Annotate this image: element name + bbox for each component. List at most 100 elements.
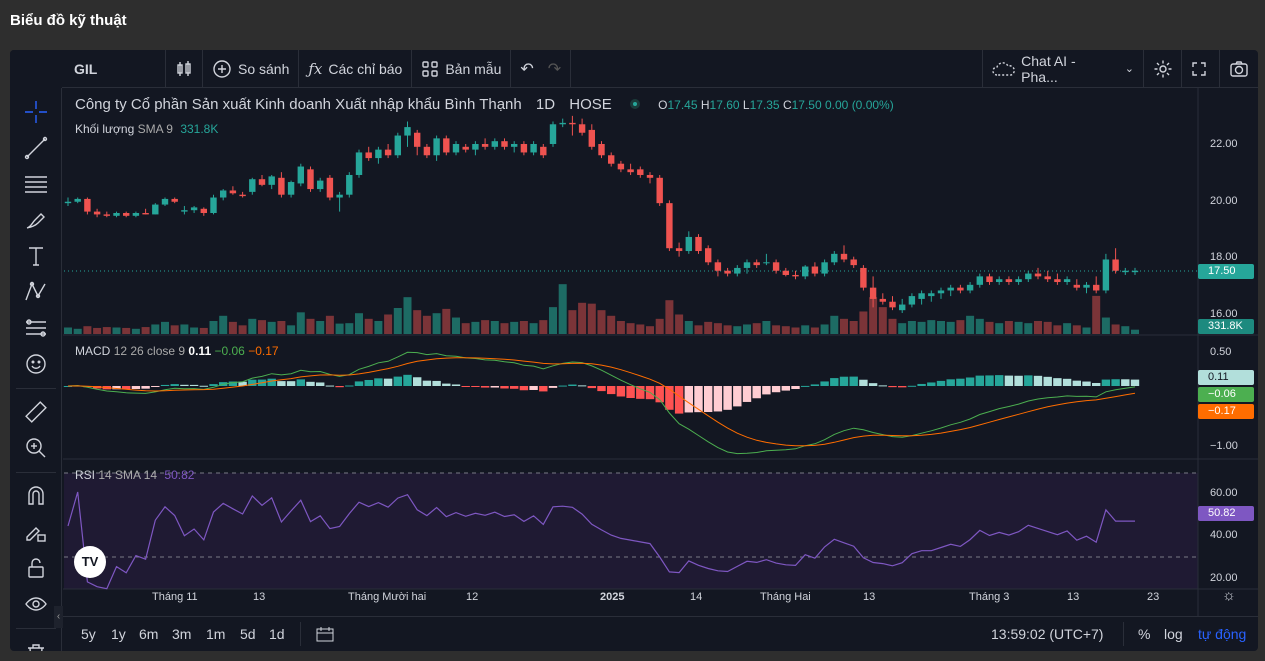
candle-body — [666, 203, 673, 249]
pencil-lock-icon — [26, 527, 46, 542]
range-3m[interactable]: 3m — [172, 626, 192, 642]
redo-icon[interactable]: ↷ — [547, 60, 562, 78]
chart-canvas[interactable] — [10, 50, 1258, 651]
candle-body — [957, 287, 964, 291]
tradingview-logo[interactable]: TV — [74, 546, 106, 578]
candle-body — [869, 287, 877, 299]
candle-body — [287, 182, 295, 195]
macd-hist-bar — [189, 384, 199, 386]
volume-bar — [102, 327, 111, 334]
emoji-tool[interactable] — [24, 352, 48, 376]
volume-bar — [985, 321, 994, 334]
range-5y[interactable]: 5y — [81, 626, 96, 642]
measure-tool[interactable] — [24, 400, 48, 424]
auto-scale-toggle[interactable]: tự động — [1198, 626, 1247, 642]
volume-bar — [937, 321, 945, 334]
drawing-toolbar: ‹ — [10, 88, 63, 651]
macd-hist-bar — [742, 386, 752, 402]
macd-line — [67, 351, 1136, 455]
volume-bar — [287, 325, 296, 334]
macd-hist-bar — [432, 380, 441, 386]
indicators-button[interactable]: ƒx Các chỉ báo — [299, 50, 413, 88]
undo-icon[interactable]: ↶ — [520, 60, 534, 78]
macd-hist-bar — [607, 386, 616, 395]
range-1y[interactable]: 1y — [111, 626, 126, 642]
delete-tool[interactable] — [24, 642, 48, 651]
macd-hist-bar — [1111, 379, 1120, 386]
range-5d[interactable]: 5d — [240, 626, 256, 642]
volume-bar — [704, 321, 713, 334]
visibility-tool[interactable] — [24, 592, 48, 616]
brush-tool[interactable] — [24, 208, 48, 232]
candle-body — [840, 253, 848, 260]
macd-hist-bar — [539, 386, 548, 392]
rsi-line — [67, 491, 1135, 590]
candle-body — [220, 190, 227, 198]
magnet-tool[interactable] — [24, 484, 48, 508]
range-6m[interactable]: 6m — [139, 626, 159, 642]
candle-body — [132, 213, 140, 216]
range-1d[interactable]: 1d — [269, 626, 285, 642]
chart-type-button[interactable] — [166, 50, 203, 88]
fib-tool[interactable] — [24, 172, 48, 196]
sun-settings-icon[interactable]: ☼ — [1222, 587, 1236, 604]
symbol-search[interactable]: GIL — [10, 50, 166, 88]
chat-ai-label: Chat AI - Pha... — [1021, 52, 1076, 85]
screenshot-button[interactable] — [1220, 50, 1258, 88]
range-1m[interactable]: 1m — [206, 626, 226, 642]
lock-drawing-tool[interactable] — [24, 520, 48, 544]
candle-body — [355, 152, 363, 175]
volume-bar — [878, 307, 887, 334]
smile-icon — [26, 354, 46, 374]
volume-bar — [995, 323, 1004, 334]
calendar-range-icon[interactable] — [316, 626, 334, 642]
macd-hist-bar — [529, 386, 538, 390]
tool-divider — [16, 472, 56, 473]
signal-tag: −0.17 — [1198, 404, 1254, 419]
macd-hist-bar — [413, 377, 422, 386]
zoom-tool[interactable] — [24, 436, 48, 460]
macd-hist-bar — [674, 386, 684, 414]
fib-lines-icon — [25, 176, 47, 193]
compare-button[interactable]: So sánh — [203, 50, 300, 88]
macd-hist-bar — [209, 384, 218, 386]
log-toggle[interactable]: log — [1164, 626, 1183, 642]
candle-body — [530, 144, 537, 153]
candle-body — [578, 124, 586, 133]
chat-ai-button[interactable]: Chat AI - Pha... ⌄ — [982, 50, 1144, 88]
volume-bar — [170, 325, 179, 334]
volume-bar — [568, 310, 577, 334]
text-tool[interactable] — [24, 244, 48, 268]
lock-tool[interactable] — [24, 556, 48, 580]
clock-timezone[interactable]: 13:59:02 (UTC+7) — [991, 626, 1104, 642]
hist-tag: 0.11 — [1198, 370, 1254, 385]
grid-icon — [422, 60, 439, 77]
fullscreen-button[interactable] — [1182, 50, 1220, 88]
volume-bar — [607, 315, 616, 334]
percent-toggle[interactable]: % — [1138, 626, 1151, 642]
candle-body — [889, 301, 896, 308]
macd-hist-bar — [345, 385, 354, 387]
settings-button[interactable] — [1144, 50, 1182, 88]
macd-hist-bar — [810, 384, 820, 386]
ohlc-values: O17.45 H17.60 L17.35 C17.50 0.00 (0.00%) — [658, 98, 894, 112]
interval-label[interactable]: 1D — [535, 96, 556, 113]
candle-body — [229, 190, 237, 194]
templates-button[interactable]: Bản mẫu — [412, 50, 512, 88]
collapse-toolbar-icon[interactable]: ‹ — [54, 606, 63, 628]
macd-hist-bar — [946, 379, 955, 386]
main-legend: Công ty Cổ phần Sản xuất Kinh doanh Xuất… — [75, 96, 894, 113]
macd-hist-bar — [1033, 375, 1043, 386]
volume-bar — [1092, 295, 1101, 334]
rsi-tag: 50.82 — [1198, 506, 1254, 521]
pattern-icon — [25, 281, 46, 301]
volume-bar — [801, 325, 810, 334]
macd-hist-bar — [898, 386, 907, 388]
candle-body — [1034, 273, 1042, 277]
crosshair-tool[interactable] — [24, 100, 48, 124]
trendline-tool[interactable] — [24, 136, 48, 160]
prediction-tool[interactable] — [24, 316, 48, 340]
pattern-tool[interactable] — [24, 280, 48, 304]
volume-tag: 331.8K — [1198, 319, 1254, 334]
volume-bar — [471, 321, 480, 334]
